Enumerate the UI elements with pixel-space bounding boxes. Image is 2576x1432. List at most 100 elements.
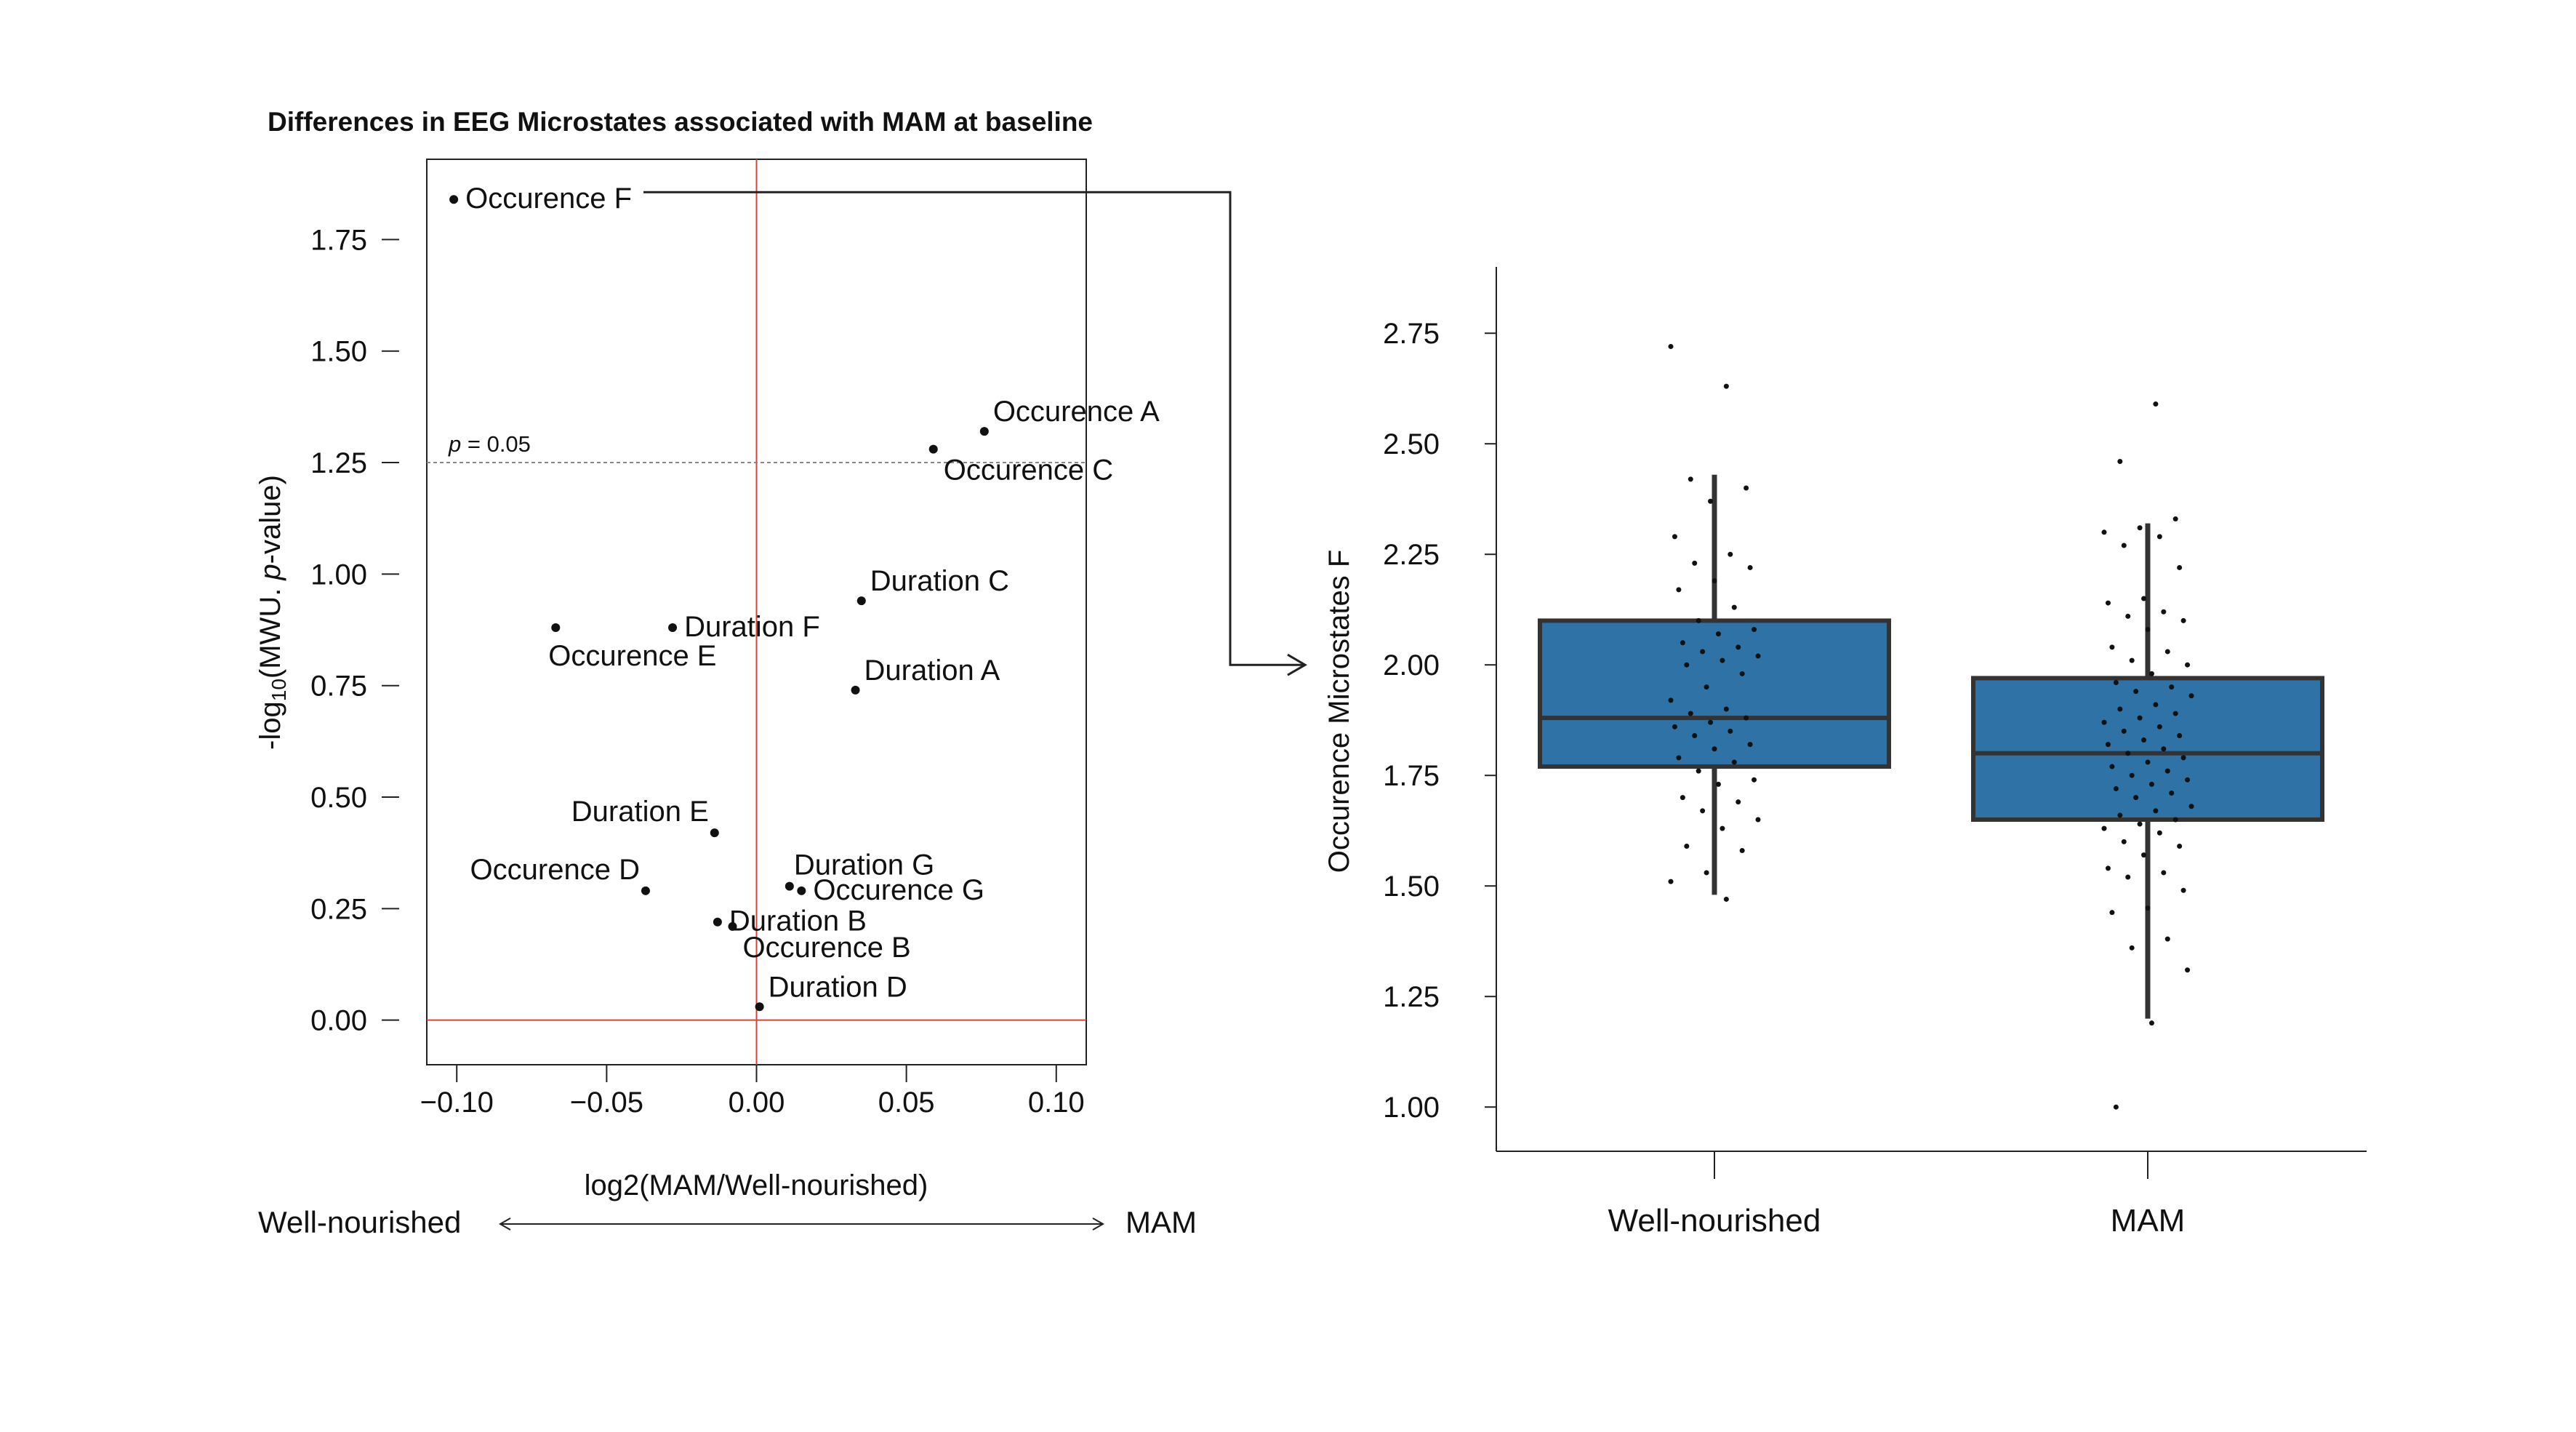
volcano-point [856,596,866,606]
volcano-points: Occurence F Occurence A Occurence C Duratio… [449,183,1160,1012]
volcano-y-axis-label: -log10(MWU. p-value) [254,475,290,750]
volcano-point [641,886,650,895]
box-data-point [1723,383,1729,389]
box-x-tick-label: Well-nourished [1608,1203,1821,1239]
box-data-point [1672,534,1677,540]
volcano-point-label: Duration C [870,565,1009,597]
box-plot-y-ticks: 1.00 1.25 1.50 1.75 2.00 2.25 2.50 2.75 [1383,318,1496,1124]
box-data-point [2117,459,2123,465]
box-data-point [2101,719,2107,725]
box-data-point [2180,755,2186,761]
box-data-point [2145,905,2151,911]
box-plot-y-axis-label: Occurence Microstates F [1323,550,1355,873]
box-data-point [2148,781,2154,787]
box-data-point [1731,604,1737,610]
box-data-point [2156,830,2162,836]
box-data-point [1700,649,1706,655]
y-label-log-base: 10 [268,679,290,701]
box-data-point [1668,343,1674,349]
box-data-point [1668,697,1674,703]
box-data-point [2117,812,2123,818]
volcano-y-ticks: 0.00 0.25 0.50 0.75 1.00 1.25 1.50 1.75 [310,224,399,1037]
volcano-point-label: Occurence F [465,183,632,215]
box-data-point [1736,799,1741,805]
volcano-point-label: Occurence A [993,396,1160,428]
box-data-point [2121,543,2127,548]
volcano-point-label: Occurence E [548,640,716,672]
box-data-point [1747,742,1753,748]
y-tick-label: 0.25 [310,893,367,925]
box-data-point [2109,644,2115,650]
box-data-point [1736,644,1741,650]
box-group: MAM [1971,401,2324,1239]
box-data-point [2156,534,2162,540]
box-data-point [2137,715,2143,721]
volcano-plot: −0.10 −0.05 0.00 0.05 0.10 0.00 0.25 0.50 0.75 1… [254,159,1197,1239]
box-data-point [2113,680,2119,686]
box-data-point [2129,945,2135,951]
threshold-p-symbol: p [448,431,461,457]
box-data-point [2188,693,2194,699]
box-data-point [2113,785,2119,791]
box-data-point [2125,613,2131,619]
box-data-point [2125,874,2131,880]
x-tick-label: 0.00 [729,1087,785,1119]
box-data-point [2141,852,2147,858]
box-data-point [1752,777,1757,783]
y-tick-label: 1.50 [310,336,367,368]
box-iqr [1538,618,1891,769]
box-data-point [2117,706,2123,712]
box-data-point [2161,870,2167,876]
box-data-point [2172,817,2178,823]
box-plot: 1.00 1.25 1.50 1.75 2.00 2.25 2.50 2.75 Well-no… [1323,267,2367,1239]
volcano-point [710,828,719,838]
box-data-point [2121,839,2127,844]
box-data-point [2133,795,2139,801]
box-data-point [2129,657,2135,663]
box-data-point [2113,1104,2119,1110]
box-data-point [2105,742,2111,748]
box-data-point [2101,529,2107,535]
volcano-point-label: Duration F [684,611,820,643]
threshold-value: = 0.05 [461,431,531,457]
box-data-point [1704,870,1709,876]
box-data-point [1744,485,1749,491]
box-data-point [2137,525,2143,531]
box-data-point [1755,653,1761,659]
box-data-point [2169,684,2175,690]
box-data-point [2121,728,2127,734]
box-data-point [1752,627,1757,633]
box-data-point [1739,848,1745,854]
volcano-point [728,921,737,931]
box-data-point [2169,791,2175,796]
y-label-value: -value) [254,475,286,564]
box-data-point [1676,755,1682,761]
y-label-log: -log [254,701,286,750]
volcano-point-label: Occurence B [743,932,911,964]
box-data-point [1696,768,1701,774]
x-tick-label: −0.05 [570,1087,643,1119]
y-tick-label: 1.25 [310,447,367,479]
box-data-point [2177,732,2183,738]
volcano-point [851,685,860,695]
y-tick-label: 0.50 [310,782,367,814]
box-y-tick-label: 2.25 [1383,539,1440,571]
box-data-point [2180,887,2186,893]
x-tick-label: 0.10 [1028,1087,1085,1119]
box-data-point [1708,498,1714,504]
box-data-point [1723,706,1729,712]
box-data-point [2109,910,2115,916]
box-data-point [2133,689,2139,695]
box-data-point [1684,843,1690,849]
box-data-point [2177,843,2183,849]
box-data-point [1744,715,1749,721]
box-data-point [2164,768,2170,774]
x-tick-label: 0.05 [878,1087,935,1119]
box-data-point [2109,764,2115,769]
y-tick-label: 0.75 [310,671,367,703]
volcano-point-label: Duration E [571,796,709,828]
box-data-point [2141,596,2147,601]
direction-left-label: Well-nourished [258,1205,461,1239]
box-plot-groups: Well-nourished MAM [1538,343,2324,1239]
box-data-point [1688,711,1693,716]
